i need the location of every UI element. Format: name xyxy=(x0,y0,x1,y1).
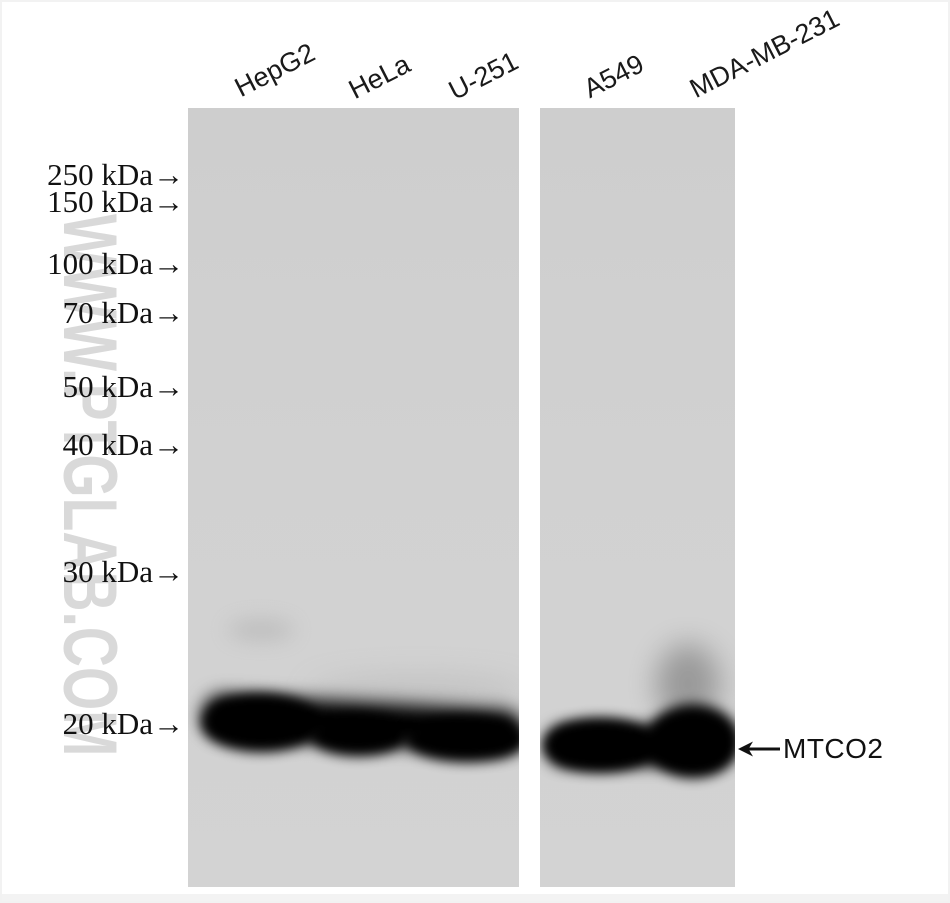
lane-label-hela: HeLa xyxy=(343,48,415,105)
faint-smudge xyxy=(228,620,294,640)
lane-label-u251: U-251 xyxy=(443,45,523,106)
lane-label-a549: A549 xyxy=(578,48,649,104)
blot-panel-1 xyxy=(188,108,519,887)
marker-label-100kda: 100 kDa→ xyxy=(47,246,184,281)
band-hela xyxy=(310,714,406,756)
left-arrow-icon xyxy=(738,736,780,767)
lane-label-hepg2: HepG2 xyxy=(229,37,320,103)
target-protein-label: MTCO2 xyxy=(783,733,884,764)
blot-panel-2 xyxy=(540,108,735,887)
band-a549 xyxy=(544,718,656,772)
band-hepg2 xyxy=(202,694,320,752)
marker-label-20kda: 20 kDa→ xyxy=(62,706,184,741)
marker-label-250kda: 250 kDa→ xyxy=(47,157,184,192)
band-mda-mb-231 xyxy=(646,704,735,778)
lane-label-mda-mb-231: MDA-MB-231 xyxy=(684,2,845,104)
marker-label-150kda: 150 kDa→ xyxy=(47,184,184,219)
marker-label-50kda: 50 kDa→ xyxy=(62,369,184,404)
marker-label-30kda: 30 kDa→ xyxy=(62,554,184,589)
band-u251 xyxy=(406,716,519,762)
image-bottom-border xyxy=(2,894,948,901)
marker-label-40kda: 40 kDa→ xyxy=(62,427,184,462)
marker-label-70kda: 70 kDa→ xyxy=(62,295,184,330)
